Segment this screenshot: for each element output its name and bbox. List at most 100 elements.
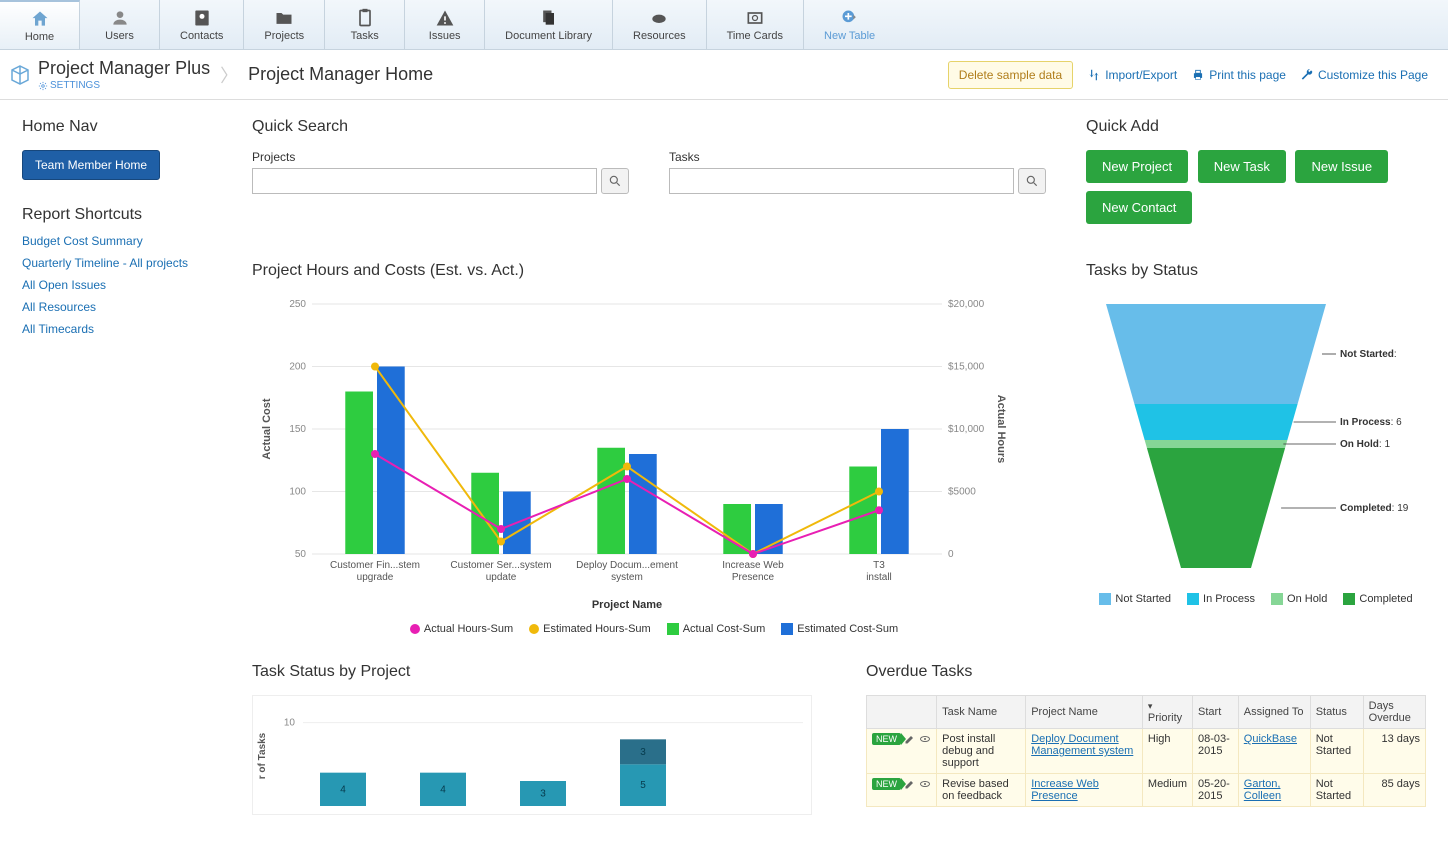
task-status-by-project: Task Status by Project 10r of Tasks44353 bbox=[252, 663, 836, 818]
nav-tab-tasks[interactable]: Tasks bbox=[325, 0, 405, 49]
header-actions: Delete sample data Import/Export Print t… bbox=[948, 61, 1428, 89]
nav-tab-resources[interactable]: Resources bbox=[613, 0, 707, 49]
tsbp-chart-svg: 10r of Tasks44353 bbox=[252, 695, 812, 815]
nav-tab-doclib[interactable]: Document Library bbox=[485, 0, 613, 49]
hours-cost-heading: Project Hours and Costs (Est. vs. Act.) bbox=[252, 262, 1056, 280]
overdue-col-header[interactable]: Start bbox=[1193, 696, 1239, 729]
svg-text:200: 200 bbox=[289, 362, 306, 373]
project-name-cell: Deploy Document Management system bbox=[1026, 729, 1143, 774]
priority-cell: High bbox=[1142, 729, 1192, 774]
svg-text:Project Name: Project Name bbox=[592, 599, 662, 611]
gear-icon bbox=[38, 81, 48, 91]
print-page-link[interactable]: Print this page bbox=[1191, 68, 1286, 82]
print-icon bbox=[1191, 68, 1205, 82]
quick-search-heading: Quick Search bbox=[252, 118, 1046, 136]
nav-label: Resources bbox=[633, 30, 686, 42]
tasks-search-button[interactable] bbox=[1018, 168, 1046, 194]
nav-label: Issues bbox=[429, 30, 461, 42]
project-link[interactable]: Increase Web Presence bbox=[1031, 778, 1099, 802]
overdue-row[interactable]: NEW Revise based on feedback Increase We… bbox=[867, 774, 1426, 807]
eye-icon[interactable] bbox=[919, 733, 931, 745]
overdue-col-header[interactable]: Status bbox=[1310, 696, 1363, 729]
projects-search-button[interactable] bbox=[601, 168, 629, 194]
nav-label: Document Library bbox=[505, 30, 592, 42]
svg-text:On Hold: 1: On Hold: 1 bbox=[1340, 439, 1390, 450]
report-shortcuts-heading: Report Shortcuts bbox=[22, 206, 222, 224]
svg-text:5: 5 bbox=[640, 780, 646, 791]
svg-text:100: 100 bbox=[289, 487, 306, 498]
report-link[interactable]: All Resources bbox=[22, 300, 222, 314]
user-icon bbox=[110, 8, 130, 28]
overdue-col-header[interactable]: ▾Priority bbox=[1142, 696, 1192, 729]
quick-add-heading: Quick Add bbox=[1086, 118, 1426, 136]
search-icon bbox=[608, 174, 622, 188]
hours-cost-chart: Project Hours and Costs (Est. vs. Act.) … bbox=[252, 232, 1056, 635]
new-project-button[interactable]: New Project bbox=[1086, 150, 1188, 183]
home-nav-heading: Home Nav bbox=[22, 118, 222, 136]
tasks-search-input[interactable] bbox=[669, 168, 1014, 194]
svg-text:T3: T3 bbox=[873, 560, 885, 571]
days-cell: 85 days bbox=[1363, 774, 1425, 807]
page-header: Project Manager Plus SETTINGS 〉 Project … bbox=[0, 50, 1448, 100]
breadcrumb-app[interactable]: Project Manager Plus SETTINGS bbox=[38, 58, 210, 91]
report-link[interactable]: Budget Cost Summary bbox=[22, 234, 222, 248]
app-cube-icon bbox=[8, 63, 32, 87]
docs-icon bbox=[539, 8, 559, 28]
svg-text:In Process: 6: In Process: 6 bbox=[1340, 417, 1402, 428]
sidebar: Home Nav Team Member Home Report Shortcu… bbox=[22, 118, 222, 818]
overdue-col-header[interactable]: Days Overdue bbox=[1363, 696, 1425, 729]
assignee-link[interactable]: Garton, Colleen bbox=[1244, 778, 1281, 802]
nav-tab-users[interactable]: Users bbox=[80, 0, 160, 49]
new-contact-button[interactable]: New Contact bbox=[1086, 191, 1192, 224]
svg-text:Completed: 19: Completed: 19 bbox=[1340, 503, 1409, 514]
svg-text:$10,000: $10,000 bbox=[948, 424, 985, 435]
delete-sample-button[interactable]: Delete sample data bbox=[948, 61, 1073, 89]
assigned-cell: QuickBase bbox=[1238, 729, 1310, 774]
overdue-col-header[interactable]: Project Name bbox=[1026, 696, 1143, 729]
new-badge: NEW bbox=[872, 778, 901, 790]
projects-label: Projects bbox=[252, 150, 629, 164]
overdue-row[interactable]: NEW Post install debug and support Deplo… bbox=[867, 729, 1426, 774]
project-link[interactable]: Deploy Document Management system bbox=[1031, 733, 1133, 757]
report-link[interactable]: All Timecards bbox=[22, 322, 222, 336]
overdue-col-header[interactable]: Assigned To bbox=[1238, 696, 1310, 729]
nav-tab-issues[interactable]: Issues bbox=[405, 0, 485, 49]
hours-cost-legend: Actual Hours-SumEstimated Hours-SumActua… bbox=[252, 623, 1056, 635]
import-export-link[interactable]: Import/Export bbox=[1087, 68, 1177, 82]
eye-icon[interactable] bbox=[919, 778, 931, 790]
overdue-heading: Overdue Tasks bbox=[866, 663, 1426, 681]
plus-icon bbox=[840, 8, 860, 28]
nav-tab-projects[interactable]: Projects bbox=[244, 0, 325, 49]
overdue-col-header[interactable]: Task Name bbox=[937, 696, 1026, 729]
svg-text:r of Tasks: r of Tasks bbox=[257, 732, 268, 779]
svg-text:Actual Hours: Actual Hours bbox=[995, 395, 1007, 463]
team-member-home-button[interactable]: Team Member Home bbox=[22, 150, 160, 180]
assignee-link[interactable]: QuickBase bbox=[1244, 733, 1297, 745]
tasks-by-status: Tasks by Status Not Started: In Process:… bbox=[1086, 232, 1426, 635]
page-title: Project Manager Home bbox=[248, 64, 433, 85]
nav-tab-timecards[interactable]: Time Cards bbox=[707, 0, 804, 49]
tasks-label: Tasks bbox=[669, 150, 1046, 164]
report-link[interactable]: Quarterly Timeline - All projects bbox=[22, 256, 222, 270]
days-cell: 13 days bbox=[1363, 729, 1425, 774]
svg-text:4: 4 bbox=[440, 784, 446, 795]
overdue-col-header[interactable] bbox=[867, 696, 937, 729]
nav-new-table[interactable]: New Table bbox=[804, 0, 895, 49]
cloud-icon bbox=[649, 8, 669, 28]
svg-text:0: 0 bbox=[948, 549, 954, 560]
customize-page-link[interactable]: Customize this Page bbox=[1300, 68, 1428, 82]
nav-tab-home[interactable]: Home bbox=[0, 0, 80, 49]
tsbp-heading: Task Status by Project bbox=[252, 663, 836, 681]
projects-search-input[interactable] bbox=[252, 168, 597, 194]
nav-label: Users bbox=[105, 30, 134, 42]
nav-tab-contacts[interactable]: Contacts bbox=[160, 0, 244, 49]
svg-text:Customer Fin...stem: Customer Fin...stem bbox=[330, 560, 420, 571]
svg-text:install: install bbox=[866, 572, 892, 583]
settings-link[interactable]: SETTINGS bbox=[38, 80, 100, 91]
svg-text:$20,000: $20,000 bbox=[948, 299, 985, 310]
new-task-button[interactable]: New Task bbox=[1198, 150, 1286, 183]
report-link[interactable]: All Open Issues bbox=[22, 278, 222, 292]
home-icon bbox=[30, 9, 50, 29]
new-issue-button[interactable]: New Issue bbox=[1295, 150, 1388, 183]
svg-text:Increase Web: Increase Web bbox=[722, 560, 784, 571]
